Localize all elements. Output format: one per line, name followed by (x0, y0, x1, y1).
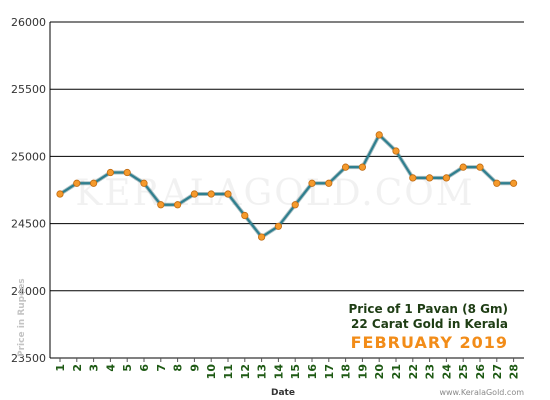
x-axis-ticks: 1 2 3 4 5 6 7 8 9 10 11 12 13 14 15 16 17 18 19 20 21 22 23 24 2… (54, 358, 521, 379)
data-point (291, 201, 299, 209)
x-tick-label: 27 (491, 364, 504, 379)
data-point (459, 163, 467, 171)
x-tick-label: 20 (373, 364, 386, 380)
data-point (509, 179, 518, 187)
x-tick-label: 12 (239, 364, 252, 379)
data-point (157, 201, 165, 209)
x-tick-label: 18 (340, 364, 353, 379)
grid-lines (49, 21, 524, 359)
y-axis-label: Price in Rupees (17, 278, 27, 357)
data-point (274, 222, 282, 230)
x-tick-label: 3 (88, 364, 101, 372)
y-tick-label: 24500 (11, 218, 46, 231)
x-tick-label: 23 (424, 364, 437, 379)
x-tick-label: 17 (323, 364, 336, 379)
series-line (58, 131, 514, 240)
watermark: KERALAGOLD.COM (75, 173, 474, 214)
y-axis-ticks: 23500 24000 24500 25000 25500 26000 (11, 16, 46, 365)
x-axis-label: Date (271, 388, 295, 398)
x-tick-label: 7 (155, 364, 168, 372)
data-points (56, 131, 518, 241)
data-point (425, 174, 434, 182)
chart-subtitle: 22 Carat Gold in Kerala (351, 317, 508, 331)
x-tick-label: 28 (508, 364, 521, 379)
x-tick-label: 5 (121, 364, 134, 372)
x-tick-label: 15 (289, 364, 302, 379)
x-tick-label: 14 (272, 364, 285, 380)
x-tick-label: 25 (457, 364, 470, 379)
x-tick-label: 10 (205, 364, 218, 380)
data-point (358, 163, 366, 171)
data-point (493, 179, 501, 187)
chart-title-block: Price of 1 Pavan (8 Gm) 22 Carat Gold in… (349, 302, 509, 352)
data-point (56, 190, 64, 198)
data-point (123, 168, 131, 177)
data-point (476, 163, 484, 171)
data-point (442, 174, 450, 182)
y-tick-label: 23500 (11, 352, 46, 365)
data-point (325, 179, 333, 187)
data-point (224, 190, 232, 198)
data-point (375, 131, 383, 139)
data-point (140, 179, 148, 187)
data-point (106, 168, 115, 177)
x-tick-label: 26 (474, 364, 487, 380)
y-tick-label: 25500 (11, 83, 46, 96)
x-tick-label: 9 (188, 364, 201, 372)
x-tick-label: 11 (222, 364, 235, 379)
x-tick-label: 1 (54, 364, 67, 372)
data-point (392, 147, 400, 155)
x-tick-label: 19 (356, 364, 369, 379)
data-point (341, 163, 350, 171)
x-tick-label: 24 (440, 364, 453, 380)
x-tick-label: 13 (256, 364, 269, 379)
y-tick-label: 24000 (11, 285, 46, 298)
data-point (207, 190, 215, 198)
data-point (190, 190, 198, 198)
data-point (308, 179, 316, 187)
site-url: www.KeralaGold.com (439, 388, 524, 397)
x-tick-label: 4 (104, 364, 117, 372)
data-point (409, 174, 417, 182)
data-point (73, 179, 81, 187)
x-tick-label: 6 (138, 364, 151, 372)
x-tick-label: 22 (407, 364, 420, 379)
x-tick-label: 16 (306, 364, 319, 380)
chart-title: Price of 1 Pavan (8 Gm) (349, 302, 509, 316)
data-point (174, 201, 182, 209)
y-tick-label: 26000 (11, 16, 46, 29)
x-tick-label: 21 (390, 364, 403, 379)
data-point (257, 233, 266, 241)
chart-period: FEBRUARY 2019 (351, 333, 508, 352)
y-tick-label: 25000 (11, 150, 46, 163)
x-tick-label: 8 (172, 364, 185, 372)
data-point (90, 179, 98, 187)
x-tick-label: 2 (71, 364, 84, 372)
data-point (241, 211, 249, 220)
series-line-path (59, 133, 514, 239)
